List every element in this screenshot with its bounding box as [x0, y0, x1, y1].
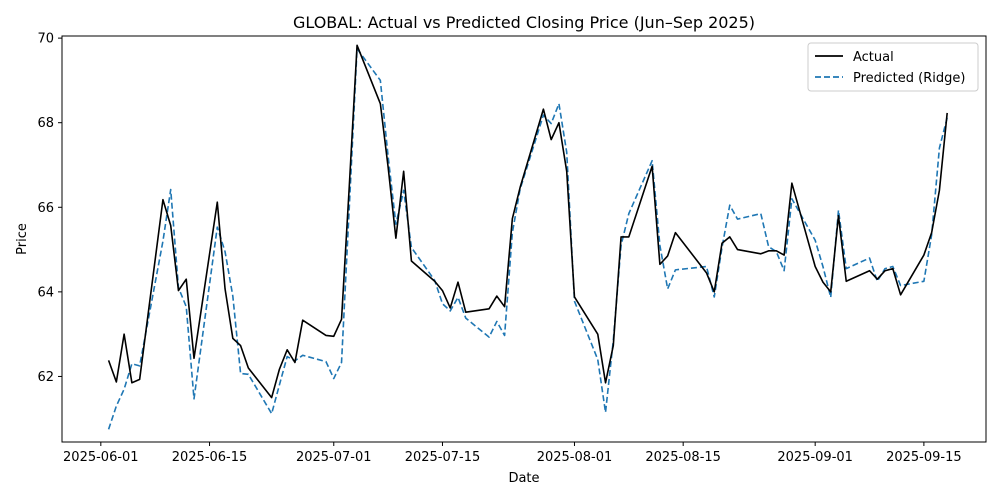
x-tick-label: 2025-08-01 [537, 450, 613, 465]
y-tick-label: 62 [37, 370, 54, 385]
x-tick-label: 2025-06-15 [172, 450, 248, 465]
x-tick-label: 2025-07-15 [405, 450, 481, 465]
x-tick-label: 2025-09-01 [777, 450, 853, 465]
y-tick-label: 70 [37, 32, 54, 47]
actual-series-line [107, 44, 948, 399]
legend-predicted-label: Predicted (Ridge) [853, 71, 965, 86]
x-tick-label: 2025-07-01 [296, 450, 372, 465]
plot-series [107, 44, 948, 430]
y-tick-label: 66 [37, 201, 54, 216]
predicted-series-line [107, 47, 948, 430]
y-tick-label: 64 [37, 285, 54, 300]
legend: Actual Predicted (Ridge) [807, 42, 979, 92]
x-tick-label: 2025-09-15 [886, 450, 962, 465]
plot-frame [61, 35, 987, 443]
y-axis-label: Price [15, 223, 30, 255]
y-tick-label: 68 [37, 116, 54, 131]
axis-ticks: 2025-06-01 2025-06-15 2025-07-01 2025-07-15… [37, 32, 961, 465]
legend-box [807, 42, 979, 92]
x-tick-label: 2025-06-01 [63, 450, 139, 465]
x-axis-label: Date [508, 471, 539, 486]
x-tick-label: 2025-08-15 [645, 450, 721, 465]
legend-actual-label: Actual [853, 50, 894, 65]
chart-title: GLOBAL: Actual vs Predicted Closing Pric… [293, 13, 755, 32]
